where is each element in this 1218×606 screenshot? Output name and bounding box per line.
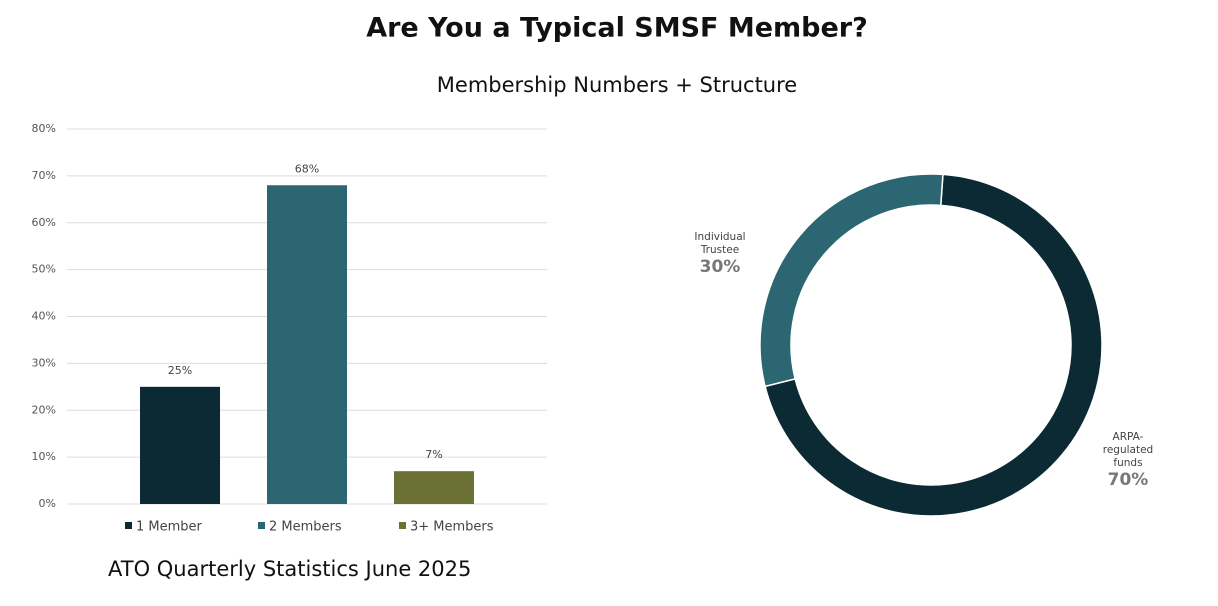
legend-marker bbox=[125, 522, 132, 529]
legend-marker bbox=[258, 522, 265, 529]
slice-label: Individual Trustee 30% bbox=[675, 231, 765, 277]
y-tick-label: 0% bbox=[39, 497, 56, 510]
page-title: Are You a Typical SMSF Member? bbox=[366, 13, 868, 44]
slice-name: Individual Trustee bbox=[694, 231, 746, 256]
y-tick-label: 70% bbox=[32, 169, 56, 182]
legend-label: 2 Members bbox=[269, 520, 342, 535]
data-label: 68% bbox=[295, 162, 319, 175]
page-subtitle: Membership Numbers + Structure bbox=[437, 73, 797, 97]
bar bbox=[267, 185, 347, 504]
data-label: 25% bbox=[168, 364, 192, 377]
y-tick-label: 20% bbox=[32, 403, 56, 416]
legend-label: 3+ Members bbox=[410, 520, 494, 535]
slice-name: ARPA-regulated funds bbox=[1102, 431, 1154, 469]
data-label: 7% bbox=[425, 448, 442, 461]
bar bbox=[393, 471, 474, 504]
y-tick-label: 10% bbox=[32, 450, 56, 463]
slice-label: ARPA-regulated funds 70% bbox=[1083, 431, 1173, 490]
legend-marker bbox=[399, 522, 406, 529]
legend-label: 1 Member bbox=[136, 520, 203, 535]
y-tick-label: 30% bbox=[32, 356, 56, 369]
donut-slice bbox=[759, 173, 944, 388]
slice-value: 30% bbox=[699, 257, 741, 277]
bar bbox=[140, 386, 221, 504]
y-tick-label: 50% bbox=[32, 263, 56, 276]
slice-value: 70% bbox=[1107, 470, 1149, 490]
donut-slice bbox=[764, 173, 1103, 517]
y-tick-label: 60% bbox=[32, 216, 56, 229]
y-tick-label: 40% bbox=[32, 310, 56, 323]
y-tick-label: 80% bbox=[32, 122, 56, 135]
source-note: ATO Quarterly Statistics June 2025 bbox=[108, 557, 471, 581]
